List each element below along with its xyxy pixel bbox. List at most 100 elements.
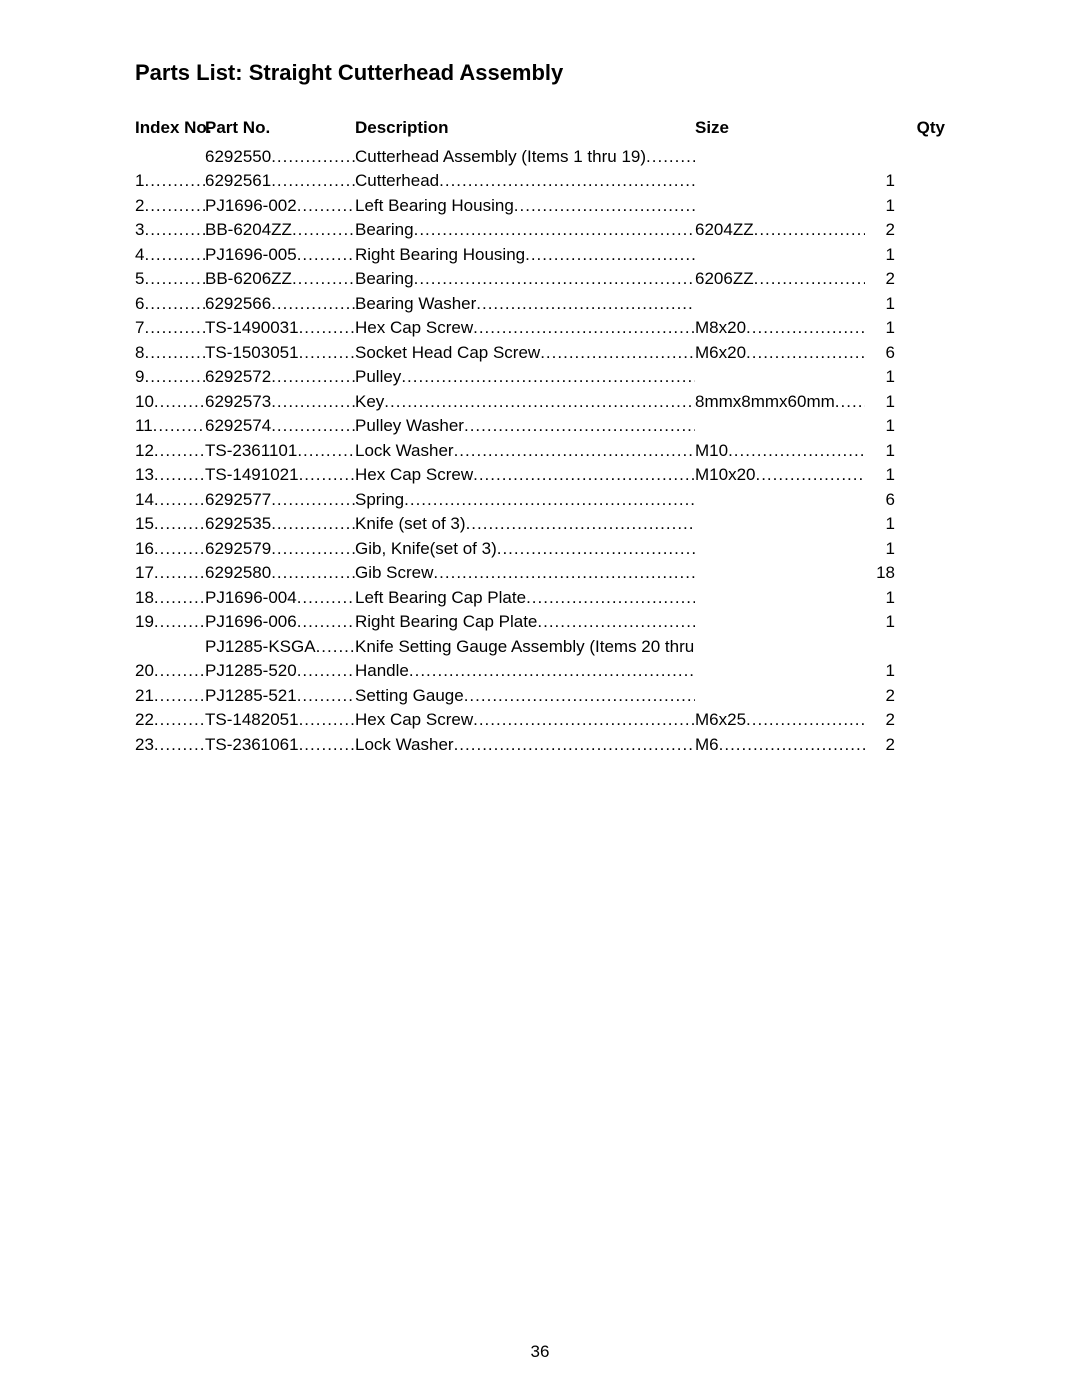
cell: PJ1285-521 [205,684,355,709]
cell: 2 [865,267,895,292]
header-index: Index No. [135,116,205,141]
cell: 6292580 [205,561,355,586]
header-desc: Description [355,116,695,141]
table-row: 96292572Pulley1 [135,365,945,390]
cell: 1 [135,169,205,194]
cell: PJ1696-006 [205,610,355,635]
cell: Hex Cap Screw [355,463,695,488]
cell: 1 [865,414,895,439]
cell: 6292566 [205,292,355,317]
cell: 2 [135,194,205,219]
cell: 6 [865,488,895,513]
table-row: 21PJ1285-521Setting Gauge2 [135,684,945,709]
table-row: 19PJ1696-006Right Bearing Cap Plate1 [135,610,945,635]
cell: PJ1696-004 [205,586,355,611]
cell [695,488,865,513]
cell: Left Bearing Cap Plate [355,586,695,611]
cell: Pulley Washer [355,414,695,439]
header-qty: Qty [865,116,945,141]
cell: 1 [865,390,895,415]
cell: M10 [695,439,865,464]
table-row: 20PJ1285-520Handle1 [135,659,945,684]
cell: PJ1285-KSGA [205,635,355,660]
cell: 1 [865,610,895,635]
table-row: 3BB-6204ZZBearing6204ZZ2 [135,218,945,243]
cell: 20 [135,659,205,684]
table-row: PJ1285-KSGAKnife Setting Gauge Assembly … [135,635,945,660]
cell: Handle [355,659,695,684]
cell: 6292574 [205,414,355,439]
cell: 2 [865,733,895,758]
table-row: 7TS-1490031Hex Cap ScrewM8x201 [135,316,945,341]
cell: M8x20 [695,316,865,341]
table-row: 12TS-2361101Lock WasherM101 [135,439,945,464]
cell: 6292572 [205,365,355,390]
cell: PJ1285-520 [205,659,355,684]
cell: 17 [135,561,205,586]
cell: M6 [695,733,865,758]
cell: 1 [865,512,895,537]
cell [695,610,865,635]
header-size: Size [695,116,865,141]
cell: Cutterhead [355,169,695,194]
cell: 16 [135,537,205,562]
cell: 18 [135,586,205,611]
cell: Cutterhead Assembly (Items 1 thru 19) [355,145,695,170]
cell: 5 [135,267,205,292]
cell: TS-2361101 [205,439,355,464]
cell: PJ1696-002 [205,194,355,219]
cell [695,414,865,439]
cell: 2 [865,218,895,243]
cell: Key [355,390,695,415]
cell: 6292535 [205,512,355,537]
cell [695,635,865,660]
table-header: Index No. Part No. Description Size Qty [135,116,945,141]
cell: 1 [865,169,895,194]
cell: 4 [135,243,205,268]
table-row: 176292580Gib Screw18 [135,561,945,586]
cell: Pulley [355,365,695,390]
cell: PJ1696-005 [205,243,355,268]
table-row: 16292561Cutterhead1 [135,169,945,194]
table-row: 5BB-6206ZZBearing6206ZZ2 [135,267,945,292]
table-row: 2PJ1696-002Left Bearing Housing1 [135,194,945,219]
cell: 6292573 [205,390,355,415]
page-title: Parts List: Straight Cutterhead Assembly [135,60,945,86]
cell: Left Bearing Housing [355,194,695,219]
table-row: 116292574Pulley Washer1 [135,414,945,439]
cell: 1 [865,586,895,611]
cell: 22 [135,708,205,733]
cell: 6204ZZ [695,218,865,243]
table-body: 6292550Cutterhead Assembly (Items 1 thru… [135,145,945,758]
cell: 6292577 [205,488,355,513]
document-page: Parts List: Straight Cutterhead Assembly… [0,0,1080,1397]
cell: TS-1491021 [205,463,355,488]
cell: 12 [135,439,205,464]
cell: 1 [865,365,895,390]
cell: 13 [135,463,205,488]
cell: 15 [135,512,205,537]
cell [695,512,865,537]
cell: BB-6204ZZ [205,218,355,243]
table-row: 6292550Cutterhead Assembly (Items 1 thru… [135,145,945,170]
cell: TS-1503051 [205,341,355,366]
cell [695,169,865,194]
cell [695,561,865,586]
cell: Hex Cap Screw [355,708,695,733]
cell: 18 [865,561,895,586]
table-row: 66292566Bearing Washer1 [135,292,945,317]
cell: 21 [135,684,205,709]
cell: TS-1482051 [205,708,355,733]
cell: 6292550 [205,145,355,170]
cell: Right Bearing Housing [355,243,695,268]
cell: 8mmx8mmx60mm [695,390,865,415]
cell [695,145,865,170]
cell: 1 [865,243,895,268]
cell: 1 [865,292,895,317]
cell: TS-2361061 [205,733,355,758]
table-row: 18PJ1696-004Left Bearing Cap Plate 1 [135,586,945,611]
cell: M6x20 [695,341,865,366]
cell: Lock Washer [355,439,695,464]
cell: 6206ZZ [695,267,865,292]
table-row: 8TS-1503051Socket Head Cap ScrewM6x206 [135,341,945,366]
